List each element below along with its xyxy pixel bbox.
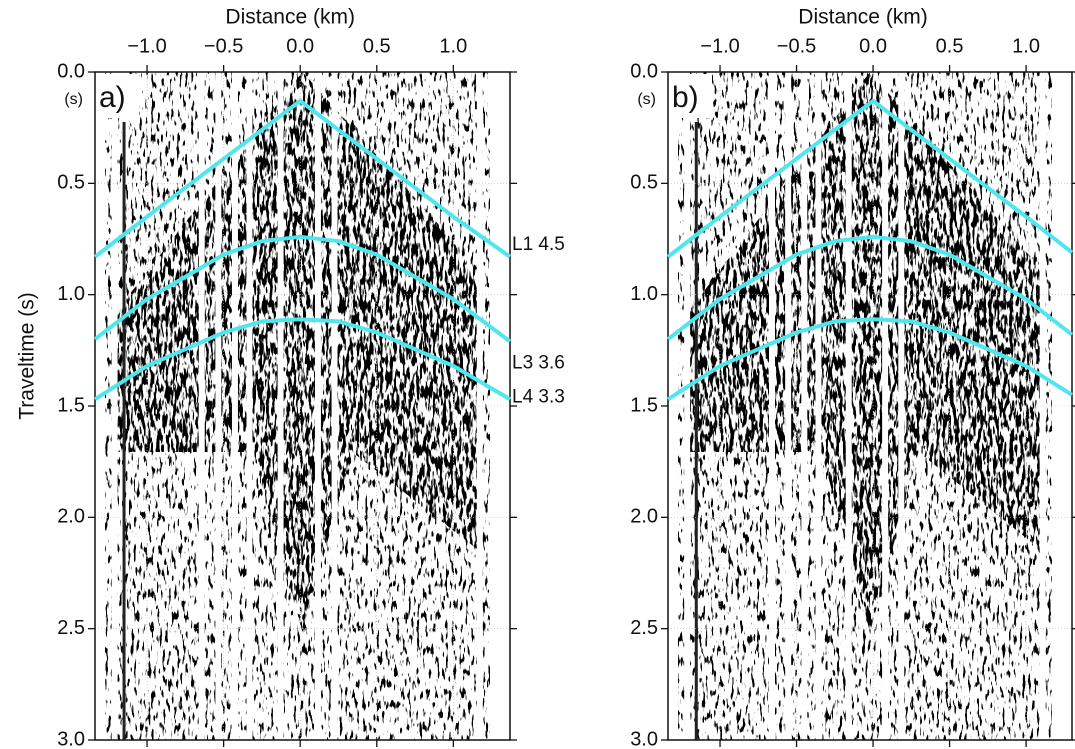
x-tick-label: −1.0 bbox=[700, 35, 739, 57]
panel-label: b) bbox=[672, 81, 699, 114]
traveltime-curve bbox=[93, 234, 512, 344]
x-axis-title: Distance (km) bbox=[798, 6, 928, 29]
panel-label-bg bbox=[670, 74, 712, 118]
y-tick-label: 2.0 bbox=[630, 506, 658, 528]
x-tick-label: 0.0 bbox=[286, 35, 314, 57]
y-tick-label: 0.5 bbox=[630, 172, 658, 194]
y-tick-label: 1.5 bbox=[630, 394, 658, 416]
panel-label: a) bbox=[99, 81, 126, 114]
y-tick-label: 3.0 bbox=[57, 728, 85, 749]
trace-gap bbox=[111, 72, 118, 740]
trace-gap bbox=[277, 72, 284, 740]
traveltime-curve bbox=[666, 98, 1074, 259]
x-tick-label: −0.5 bbox=[777, 35, 816, 57]
trace-gap bbox=[1039, 72, 1046, 740]
trace-gap bbox=[882, 72, 889, 740]
y-tick-label: 2.0 bbox=[57, 506, 85, 528]
x-tick-label: 0.0 bbox=[859, 35, 887, 57]
y-tick-label: 3.0 bbox=[630, 728, 658, 749]
y-tick-label: 1.0 bbox=[57, 283, 85, 305]
y-tick-label: 0.5 bbox=[57, 172, 85, 194]
panel: 0.0 0.5 1.0 1.5 2.0 2.5 3.0 −1.0 −0.5 0.0 0.5 1.0 L1… bbox=[16, 6, 565, 749]
traveltime-curve bbox=[666, 317, 1074, 401]
panel-label-bg bbox=[97, 74, 139, 118]
y-tick-label: 0.0 bbox=[630, 60, 658, 82]
trace-gap bbox=[198, 72, 205, 740]
x-tick-label: 0.5 bbox=[936, 35, 964, 57]
y-tick-label: 1.5 bbox=[57, 394, 85, 416]
x-axis-title: Distance (km) bbox=[225, 6, 355, 29]
traveltime-curve bbox=[666, 234, 1074, 341]
x-tick-label: −1.0 bbox=[127, 35, 166, 57]
y-tick-label: 2.5 bbox=[57, 617, 85, 639]
y-unit: (s) bbox=[637, 91, 656, 108]
series-label: L4 3.3 bbox=[512, 386, 565, 407]
trace-gap bbox=[801, 72, 808, 740]
series-label: L1 4.5 bbox=[512, 234, 565, 255]
trace-gap bbox=[898, 72, 905, 740]
traveltime-curve bbox=[93, 98, 512, 259]
traveltime-curve bbox=[93, 317, 512, 402]
trace-gap bbox=[331, 72, 338, 740]
x-tick-label: 1.0 bbox=[1012, 35, 1040, 57]
trace-gap bbox=[246, 72, 253, 740]
x-tick-label: 1.0 bbox=[439, 35, 467, 57]
y-tick-label: 2.5 bbox=[630, 617, 658, 639]
x-tick-label: −0.5 bbox=[204, 35, 243, 57]
trace-gap bbox=[769, 72, 775, 740]
x-tick-label: 0.5 bbox=[363, 35, 391, 57]
y-unit: (s) bbox=[64, 91, 83, 108]
trace-gap bbox=[231, 72, 238, 740]
plot-frame bbox=[94, 71, 511, 741]
y-axis-title: Traveltime (s) bbox=[16, 292, 39, 420]
y-tick-label: 1.0 bbox=[630, 283, 658, 305]
trace-gap bbox=[684, 72, 691, 740]
series-label: L3 3.6 bbox=[512, 352, 565, 373]
plot-frame bbox=[667, 71, 1073, 741]
panel: 0.0 0.5 1.0 1.5 2.0 2.5 3.0 −1.0 −0.5 0.0 0.5 1.0 b)… bbox=[630, 6, 1075, 749]
y-tick-label: 0.0 bbox=[57, 60, 85, 82]
